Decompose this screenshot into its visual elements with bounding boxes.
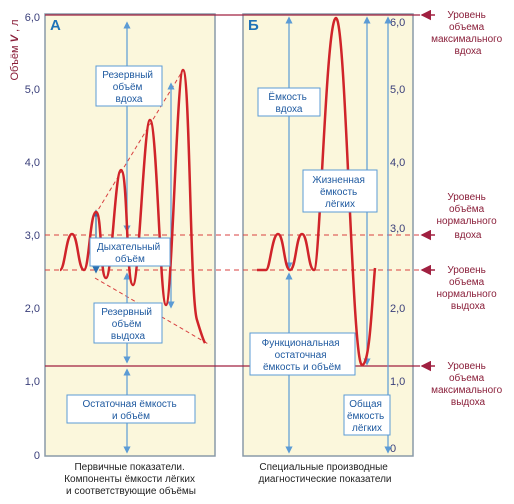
y-axis-label: Объём V , л — [9, 19, 21, 80]
tick-label: 4,0 — [390, 157, 405, 169]
tv-box: Дыхательный объём — [89, 237, 171, 267]
tick-label: 5,0 — [390, 84, 405, 96]
max-expiration-level-label: Уровень объема максимального выдоха — [431, 361, 505, 408]
svg-text:Жизненная ёмкость: Жизненная ёмкость лёгких — [312, 175, 367, 210]
tick-label: 2,0 — [390, 303, 405, 315]
left-axis-ticks: 0 1,0 2,0 3,0 4,0 5,0 6,0 — [25, 12, 40, 462]
spirogram-curve-b — [257, 16, 377, 367]
tick-label: 1,0 — [25, 376, 40, 388]
vc-box: Жизненная ёмкость лёгких — [302, 169, 378, 213]
irv-box: Резервный объём вдоха — [95, 65, 163, 107]
svg-text:Резервный объём вы: Резервный объём выдоха — [101, 307, 155, 342]
tick-label: 2,0 — [25, 303, 40, 315]
panel-b-caption: Специальные производные диагностические … — [258, 462, 391, 485]
svg-text:Дыхательный объём: Дыхательный объём — [97, 242, 163, 265]
rv-box: Остаточная ёмкость и объём — [66, 394, 196, 424]
tick-label: 4,0 — [25, 157, 40, 169]
svg-text:Объём V ,: Объём V , л — [9, 19, 21, 80]
tick-label: 5,0 — [25, 84, 40, 96]
erv-box: Резервный объём выдоха — [93, 302, 163, 344]
tick-label: 3,0 — [390, 223, 405, 235]
ic-box: Ёмкость вдоха — [257, 87, 321, 117]
svg-text:Остаточная ёмкость и объ: Остаточная ёмкость и объём — [83, 399, 180, 422]
tick-label: 1,0 — [390, 376, 405, 388]
max-inspiration-level-label: Уровень объема максимального вдоха — [431, 10, 505, 57]
svg-text:Функциональная остаточна: Функциональная остаточная ёмкость и объё… — [262, 338, 343, 373]
tick-label: 6,0 — [390, 17, 405, 29]
tick-label: 6,0 — [25, 12, 40, 24]
tick-label: 3,0 — [25, 230, 40, 242]
tlc-box: Общая ёмкость лёгких — [343, 394, 391, 436]
panel-b-letter: Б — [248, 17, 259, 34]
svg-text:Резервный объём вд: Резервный объём вдоха — [102, 70, 156, 105]
tick-label: 0 — [390, 443, 396, 455]
tick-label: 0 — [34, 450, 40, 462]
panel-a-caption: Первичные показатели. Компоненты ёмкости… — [64, 462, 198, 497]
frc-box: Функциональная остаточная ёмкость и объё… — [249, 332, 356, 376]
normal-expiration-level-label: Уровень объема нормального выдоха — [437, 265, 500, 312]
normal-inspiration-level-label: Уровень объёма нормального вдоха — [437, 192, 500, 241]
svg-text:Ёмкость вдоха: Ёмкость вдоха — [268, 91, 309, 115]
panel-a-letter: А — [50, 17, 61, 34]
svg-text:Общая ёмкость лёгк: Общая ёмкость лёгких — [347, 398, 387, 434]
right-axis-ticks: 0 1,0 2,0 3,0 4,0 5,0 6,0 — [390, 17, 405, 455]
